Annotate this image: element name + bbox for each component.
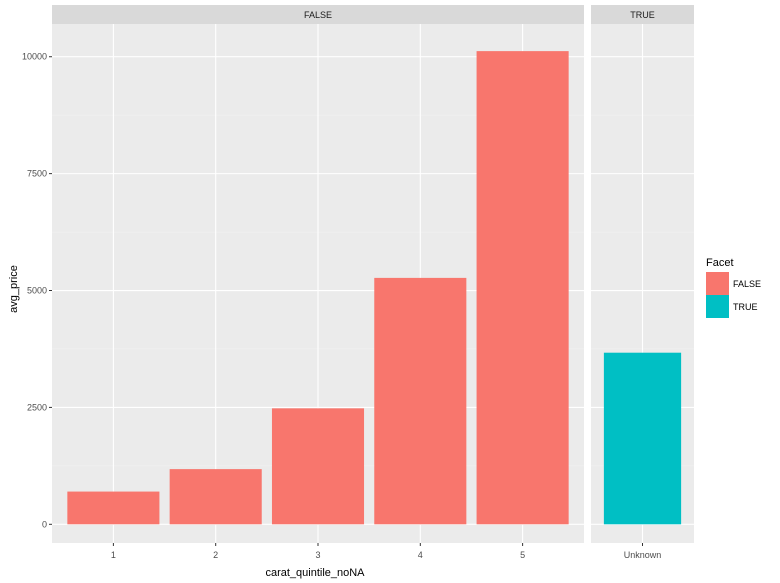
x-tick-label: 1 bbox=[111, 550, 116, 560]
legend-key-true bbox=[706, 295, 729, 318]
y-tick-label: 7500 bbox=[27, 169, 47, 179]
panels-layer: FALSE 1 2 3 4 5 TRUE Unknown bbox=[52, 5, 694, 560]
y-tick-label: 10000 bbox=[22, 52, 47, 62]
y-tick-label: 0 bbox=[42, 519, 47, 529]
bar-false-5 bbox=[476, 51, 569, 525]
x-tick-label: 4 bbox=[418, 550, 423, 560]
legend-label-false: FALSE bbox=[733, 279, 761, 289]
x-tick-label: 3 bbox=[315, 550, 320, 560]
x-tick-label: Unknown bbox=[624, 550, 662, 560]
bar-false-4 bbox=[374, 277, 467, 525]
legend: Facet FALSE TRUE bbox=[706, 257, 761, 318]
x-axis-title: carat_quintile_noNA bbox=[265, 567, 365, 579]
legend-label-true: TRUE bbox=[733, 302, 758, 312]
x-tick-label: 2 bbox=[213, 550, 218, 560]
facet-strip bbox=[52, 5, 584, 24]
bar-false-2 bbox=[169, 469, 262, 525]
bar-false-1 bbox=[67, 491, 160, 525]
facet-panel-true: TRUE Unknown bbox=[591, 5, 694, 560]
y-tick-label: 2500 bbox=[27, 402, 47, 412]
facet-strip bbox=[591, 5, 694, 24]
legend-title: Facet bbox=[706, 257, 734, 269]
y-tick-label: 5000 bbox=[27, 286, 47, 296]
facet-strip-label: TRUE bbox=[630, 10, 655, 20]
facet-strip-label: FALSE bbox=[304, 10, 332, 20]
legend-key-false bbox=[706, 272, 729, 295]
bar-true-unknown bbox=[603, 352, 682, 525]
x-tick-label: 5 bbox=[520, 550, 525, 560]
facet-panel-false: FALSE 1 2 3 4 5 bbox=[52, 5, 584, 560]
bar-false-3 bbox=[271, 408, 365, 525]
y-axis: 0 2500 5000 7500 10000 bbox=[22, 52, 52, 529]
y-axis-title: avg_price bbox=[8, 265, 20, 313]
